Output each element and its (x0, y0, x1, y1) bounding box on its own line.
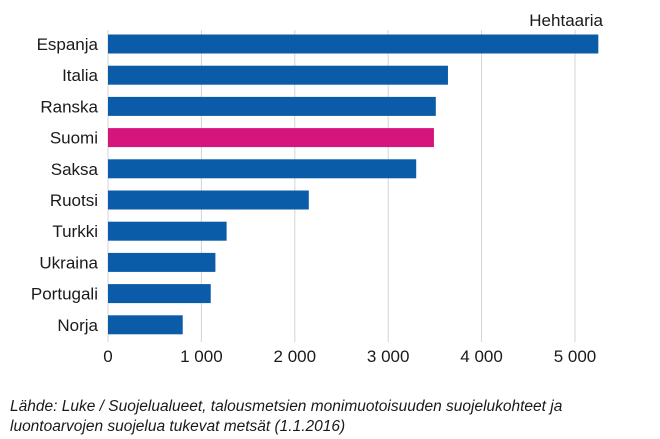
category-label: Ranska (40, 97, 98, 116)
bar-norja (108, 315, 183, 335)
category-label: Turkki (52, 222, 98, 241)
x-tick-label: 3 000 (367, 347, 410, 366)
category-label: Saksa (51, 160, 99, 179)
bar-saksa (108, 159, 417, 179)
bar-ranska (108, 96, 436, 116)
x-tick-label: 4 000 (460, 347, 503, 366)
category-labels: Espanja Italia Ranska Suomi Saksa Ruotsi Turkk… (31, 35, 99, 335)
bar-turkki (108, 221, 227, 241)
x-tick-label: 0 (103, 347, 112, 366)
x-tick-label: 5 000 (554, 347, 597, 366)
source-note: Lähde: Luke / Suojelualueet, talousmetsi… (10, 397, 650, 437)
bars (108, 34, 599, 335)
bar-suomi (108, 128, 434, 148)
category-label: Portugali (31, 285, 98, 304)
category-label: Norja (57, 316, 98, 335)
category-label: Suomi (50, 129, 98, 148)
source-line-1: Lähde: Luke / Suojelualueet, talousmetsi… (10, 398, 563, 415)
category-label: Italia (62, 66, 98, 85)
bar-portugali (108, 284, 211, 304)
bar-ukraina (108, 252, 216, 272)
x-axis-tick-labels: 0 1 000 2 000 3 000 4 000 5 000 (103, 347, 596, 366)
category-label: Ukraina (39, 253, 98, 272)
bar-ruotsi (108, 190, 309, 210)
bar-chart: Espanja Italia Ranska Suomi Saksa Ruotsi Turkk… (31, 11, 604, 366)
category-label: Ruotsi (50, 191, 98, 210)
x-tick-label: 2 000 (274, 347, 317, 366)
source-line-2: luontoarvojen suojelua tukevat metsät (1… (10, 418, 346, 435)
unit-label: Hehtaaria (529, 11, 603, 30)
category-label: Espanja (37, 35, 99, 54)
bar-espanja (108, 34, 599, 54)
x-tick-label: 1 000 (180, 347, 223, 366)
bar-italia (108, 65, 448, 85)
